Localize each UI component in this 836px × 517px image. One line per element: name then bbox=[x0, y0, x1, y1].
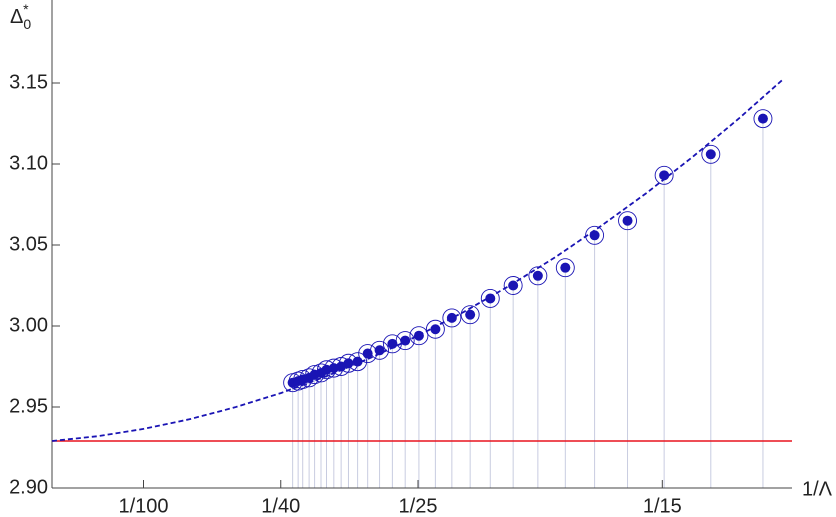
point-ring bbox=[348, 352, 368, 372]
y-tick-label: 2.95 bbox=[9, 395, 48, 417]
point-ring bbox=[654, 165, 674, 185]
x-tick-label: 1/40 bbox=[261, 495, 300, 517]
point bbox=[532, 270, 543, 281]
y-axis-label: Δ0* bbox=[10, 1, 31, 32]
point-ring bbox=[618, 211, 637, 231]
y-label-sub: 0 bbox=[23, 16, 31, 32]
point-ring bbox=[701, 144, 721, 164]
point bbox=[622, 215, 633, 226]
point bbox=[589, 230, 600, 241]
point bbox=[485, 293, 496, 304]
point bbox=[446, 312, 457, 323]
point bbox=[430, 324, 441, 335]
point-ring bbox=[382, 334, 402, 354]
point bbox=[387, 338, 398, 349]
point bbox=[659, 170, 670, 181]
point-ring bbox=[503, 276, 523, 295]
point bbox=[508, 280, 519, 291]
point-ring bbox=[753, 109, 773, 129]
point bbox=[465, 309, 476, 320]
y-tick-label: 3.10 bbox=[9, 152, 48, 174]
point-ring bbox=[409, 326, 429, 346]
point bbox=[413, 330, 424, 341]
point bbox=[400, 335, 411, 346]
point-ring bbox=[585, 225, 605, 245]
point-ring bbox=[480, 289, 500, 308]
point-ring bbox=[395, 331, 415, 351]
point-ring bbox=[460, 305, 480, 325]
y-tick-label: 3.00 bbox=[9, 314, 48, 336]
point-ring bbox=[442, 308, 462, 328]
fit-curve bbox=[51, 77, 785, 442]
point-ring bbox=[555, 258, 575, 278]
point bbox=[374, 345, 385, 356]
point-ring bbox=[528, 266, 548, 286]
x-tick-label: 1/15 bbox=[643, 495, 682, 517]
x-tick-label: 1/25 bbox=[399, 495, 438, 517]
y-tick-label: 2.90 bbox=[9, 476, 48, 498]
y-label-sup: * bbox=[23, 1, 29, 17]
point-ring bbox=[370, 340, 390, 360]
y-tick-label: 3.05 bbox=[9, 233, 48, 255]
x-axis-label: 1/Λ bbox=[802, 478, 833, 500]
x-tick-label: 1/100 bbox=[118, 495, 168, 517]
point bbox=[757, 113, 768, 124]
y-label-base: Δ bbox=[10, 6, 23, 28]
point bbox=[352, 356, 363, 367]
y-tick-label: 3.15 bbox=[9, 71, 48, 93]
point-ring bbox=[425, 319, 445, 339]
point bbox=[705, 149, 716, 160]
point bbox=[560, 262, 571, 273]
